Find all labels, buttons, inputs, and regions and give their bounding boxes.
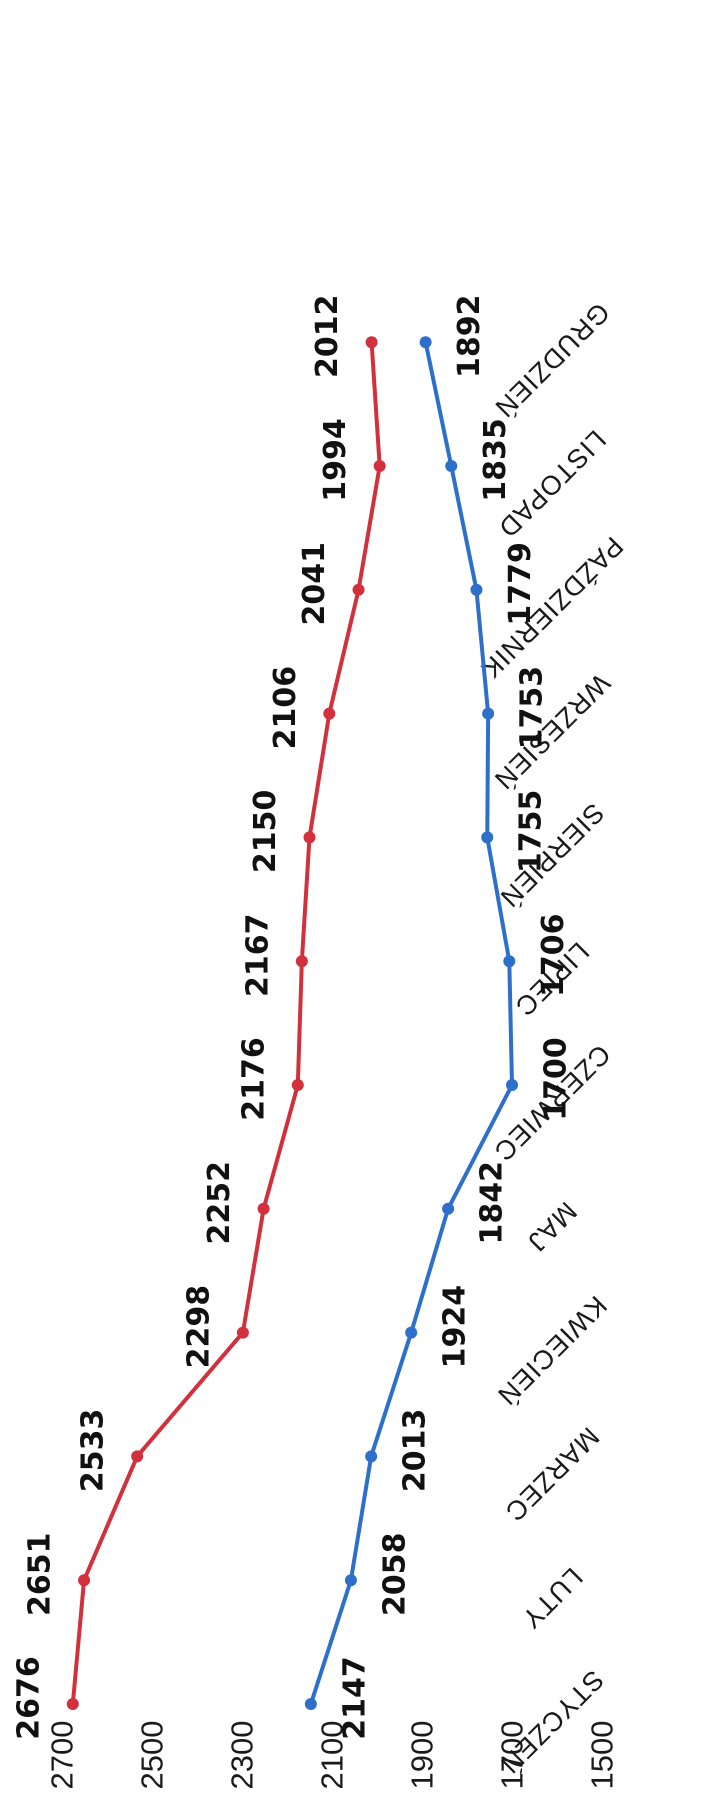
data-label: 1779 [503, 542, 538, 626]
data-point [470, 583, 483, 596]
data-point [295, 955, 308, 968]
data-label: 2298 [181, 1285, 216, 1369]
value-tick-label: 2500 [135, 1721, 170, 1790]
data-label: 2651 [23, 1532, 58, 1616]
data-label: 2147 [337, 1656, 372, 1740]
value-tick-label: 1900 [405, 1721, 440, 1790]
data-point [481, 831, 494, 844]
month-label-grudzien: GRUDZIEŃ [489, 297, 616, 424]
series-line-1 [70, 340, 382, 1706]
data-label: 1753 [515, 666, 550, 750]
data-label: 2176 [236, 1037, 271, 1121]
data-point [303, 831, 316, 844]
data-label: 1924 [438, 1285, 473, 1369]
data-label: 1755 [514, 790, 549, 874]
data-label: 1842 [475, 1161, 510, 1245]
data-label: 2533 [76, 1409, 111, 1493]
data-labels: 2676 2651 2533 2298 2252 2176 2167 2150 2106 2041… [11, 294, 573, 1739]
data-point [78, 1574, 91, 1587]
data-label: 2013 [398, 1409, 433, 1493]
data-label: 1700 [539, 1037, 574, 1121]
data-label: 2676 [11, 1656, 46, 1740]
month-label-maj: MAJ [521, 1196, 583, 1258]
data-point [323, 707, 336, 720]
data-point [482, 707, 495, 720]
data-point [365, 336, 378, 349]
data-point [445, 460, 458, 472]
series-line-2 [308, 340, 514, 1706]
data-label: 1892 [452, 294, 487, 378]
data-label: 2252 [202, 1161, 237, 1245]
month-label-pazdziernik: PAŹDZIERNIK [475, 531, 629, 685]
data-label: 1835 [478, 418, 513, 502]
month-label-kwiecien: KWIECIEŃ [491, 1290, 612, 1411]
month-label-marzec: MARZEC [499, 1421, 605, 1527]
month-label-luty: LUTY [516, 1562, 589, 1635]
data-label: 2150 [248, 790, 283, 874]
data-label: 1706 [536, 913, 571, 997]
value-axis: 29002700250023002100190017001500 [45, 1721, 620, 1790]
data-label: 2041 [297, 542, 332, 626]
data-label: 2167 [240, 913, 275, 997]
value-tick-label: 1500 [585, 1721, 620, 1790]
data-point [442, 1202, 455, 1215]
data-point [503, 955, 516, 968]
value-tick-label: 2100 [315, 1721, 350, 1790]
data-label: 2058 [377, 1532, 412, 1616]
data-point [373, 460, 386, 472]
data-point [419, 336, 432, 349]
data-point [131, 1450, 144, 1463]
data-label: 2012 [310, 294, 345, 378]
value-tick-label: 2300 [225, 1721, 260, 1790]
data-point [365, 1450, 378, 1463]
data-point [66, 1698, 79, 1710]
data-label: 1994 [318, 418, 353, 502]
value-tick-label: 2700 [45, 1721, 80, 1790]
data-point [304, 1698, 317, 1710]
month-label-wrzesien: WRZESIEŃ [488, 668, 616, 796]
month-label-sierpien: SIERPIEŃ [494, 797, 610, 913]
data-point [344, 1574, 357, 1587]
data-label: 2106 [268, 666, 303, 750]
data-point [352, 583, 365, 596]
data-point [506, 1079, 518, 1091]
data-point [405, 1326, 418, 1339]
data-point [291, 1079, 304, 1091]
data-point [236, 1326, 249, 1339]
data-point [257, 1202, 270, 1215]
value-tick-label: 1700 [495, 1721, 530, 1790]
series-layer [66, 336, 518, 1710]
